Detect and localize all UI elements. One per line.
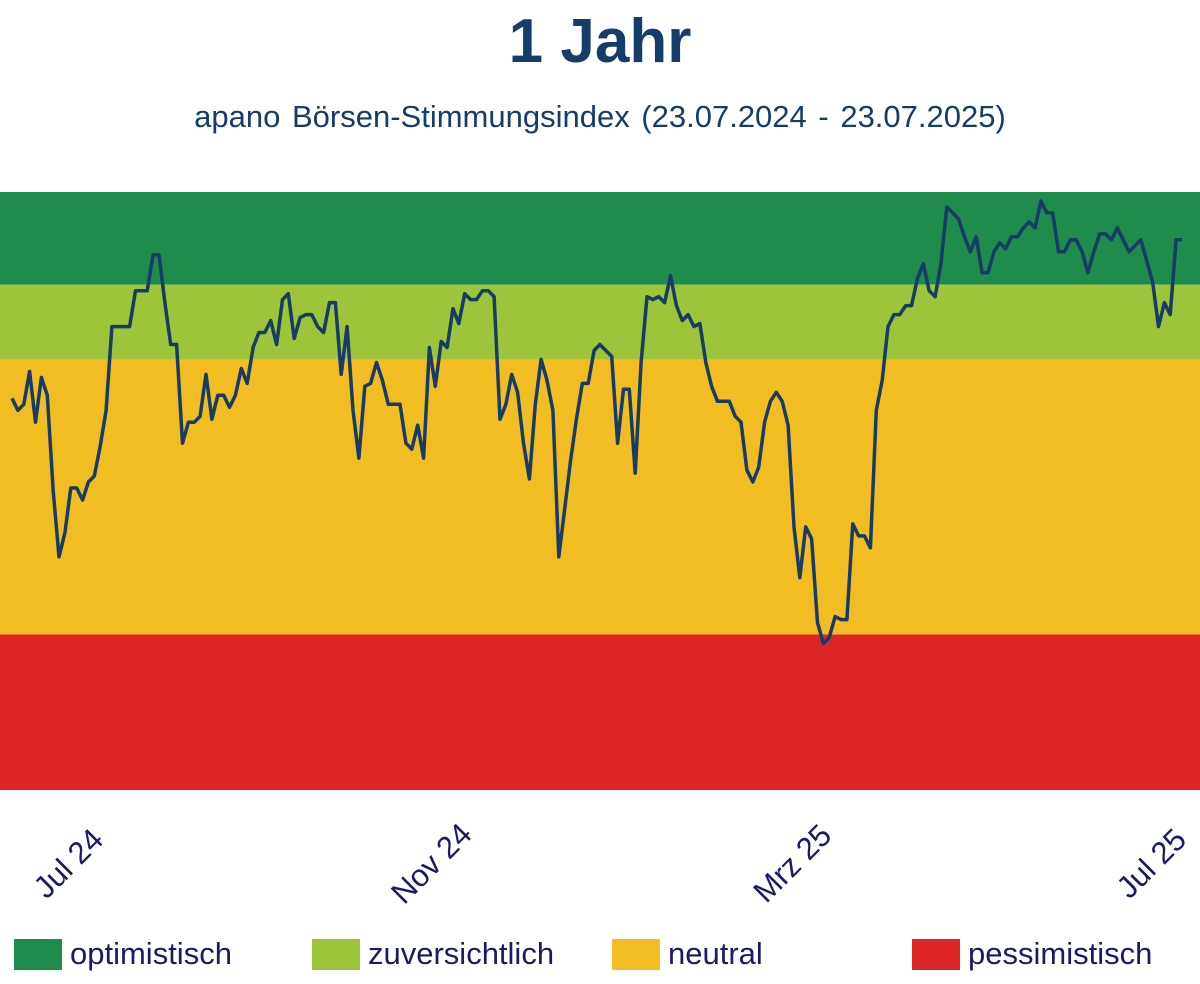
x-tick-label: Jul 24 xyxy=(27,822,110,905)
legend-label-zuversichtlich: zuversichtlich xyxy=(368,936,555,971)
x-tick-label: Jul 25 xyxy=(1110,822,1193,905)
sentiment-series xyxy=(10,199,1182,646)
x-axis-ticks: Jul 24 Nov 24 Mrz 25 Jul 25 xyxy=(27,816,1193,910)
legend-swatch-pessimistisch xyxy=(912,938,960,970)
legend-swatch-neutral xyxy=(612,938,660,970)
sentiment-bands xyxy=(0,192,1200,790)
chart-title: 1 Jahr xyxy=(508,7,692,76)
band-zuversichtlich xyxy=(0,284,1200,360)
legend-item-neutral: neutral xyxy=(612,934,763,974)
band-pessimistisch xyxy=(0,634,1200,790)
legend-swatch-optimistisch xyxy=(14,938,62,970)
chart-subtitle: apano Börsen-Stimmungsindex (23.07.2024 … xyxy=(194,99,1006,134)
legend-item-pessimistisch: pessimistisch xyxy=(912,934,1152,974)
legend-swatch-zuversichtlich xyxy=(312,938,360,970)
series-line xyxy=(10,199,1182,646)
band-optimistisch xyxy=(0,192,1200,285)
x-tick-label: Mrz 25 xyxy=(746,817,838,909)
sentiment-chart: Jul 24 Nov 24 Mrz 25 Jul 25 xyxy=(0,192,1200,910)
legend-item-optimistisch: optimistisch xyxy=(14,934,232,974)
legend-label-pessimistisch: pessimistisch xyxy=(968,936,1153,971)
legend: optimistisch zuversichtlich neutral pess… xyxy=(0,934,1200,978)
legend-label-optimistisch: optimistisch xyxy=(70,936,232,971)
legend-label-neutral: neutral xyxy=(668,936,763,971)
legend-item-zuversichtlich: zuversichtlich xyxy=(312,934,554,974)
x-tick-label: Nov 24 xyxy=(384,816,478,910)
